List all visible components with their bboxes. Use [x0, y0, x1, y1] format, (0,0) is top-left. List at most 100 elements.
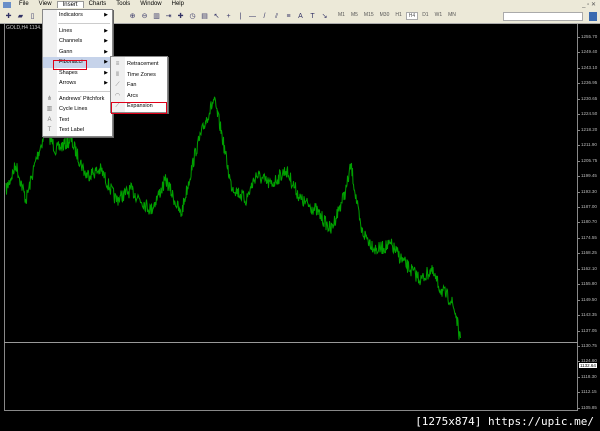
- price-label: 1224.50: [577, 111, 598, 117]
- price-label: 1112.15: [578, 389, 597, 395]
- templates-icon[interactable]: ▤: [201, 12, 208, 20]
- zoom-out-icon[interactable]: ⊖: [141, 12, 148, 20]
- menu-item-label: Shapes: [59, 69, 78, 76]
- profiles-icon[interactable]: ▯: [30, 12, 35, 20]
- periods-icon[interactable]: ◷: [189, 12, 196, 20]
- help-icon[interactable]: [589, 12, 597, 21]
- price-label: 1230.65: [577, 95, 598, 101]
- price-label: 1168.25: [578, 250, 597, 256]
- menu-help[interactable]: Help: [171, 1, 184, 7]
- menu-item-expansion[interactable]: ⟋ Expansion: [111, 101, 167, 112]
- timeframe-h4[interactable]: H4: [405, 12, 419, 20]
- timeframe-h1[interactable]: H1: [395, 12, 402, 18]
- menu-item-andrews-pitchfork[interactable]: ⋔ Andrews' Pitchfork: [43, 94, 112, 105]
- horizontal-line-icon[interactable]: —: [249, 12, 256, 20]
- price-label: 1118.30: [578, 373, 597, 379]
- menu-tools[interactable]: Tools: [116, 1, 131, 7]
- arrows-icon[interactable]: ↘: [321, 12, 328, 20]
- timeframe-w1[interactable]: W1: [434, 12, 443, 18]
- menu-insert[interactable]: Insert: [56, 1, 84, 8]
- blank-icon: [46, 12, 53, 19]
- menu-item-indicators[interactable]: Indicators ▶: [43, 10, 112, 21]
- blank-icon: [46, 80, 53, 87]
- zoom-in-icon[interactable]: ⊕: [129, 12, 136, 20]
- menu-item-label: Lines: [59, 27, 73, 34]
- submenu-arrow-icon: ▶: [104, 80, 108, 86]
- cursor-icon[interactable]: ↖: [213, 12, 220, 20]
- menu-item-lines[interactable]: Lines ▶: [43, 26, 112, 37]
- price-label: 1174.55: [578, 234, 597, 240]
- pitchfork-icon: ⋔: [46, 95, 53, 102]
- timeframe-d1[interactable]: D1: [422, 12, 429, 18]
- price-label: 1205.75: [577, 157, 598, 163]
- search-input[interactable]: [503, 12, 583, 21]
- menu-item-arcs[interactable]: ◠ Arcs: [111, 91, 167, 102]
- chart-symbol-label: GOLD,H4 1134...: [6, 25, 45, 31]
- timeframe-m5[interactable]: M5: [350, 12, 358, 18]
- app-icon: [3, 1, 11, 8]
- menu-item-arrows[interactable]: Arrows ▶: [43, 78, 112, 89]
- menu-item-retracement[interactable]: ≡ Retracement: [111, 59, 167, 70]
- new-chart-icon[interactable]: ✚: [5, 12, 12, 20]
- fib-timezones-icon: ⦀: [116, 71, 119, 78]
- menu-item-text-label[interactable]: T Text Label: [43, 125, 112, 136]
- menu-item-text[interactable]: A Text: [43, 115, 112, 126]
- timeframe-m15[interactable]: M15: [363, 12, 374, 18]
- trendline-icon[interactable]: /: [263, 12, 266, 20]
- blank-icon: [46, 59, 53, 66]
- price-label: 1187.00: [578, 203, 597, 209]
- price-label: 1255.70: [577, 34, 598, 39]
- fib-expansion-icon: ⟋: [115, 103, 120, 109]
- menu-item-shapes[interactable]: Shapes ▶: [43, 68, 112, 79]
- price-label: 1105.85: [578, 404, 597, 410]
- price-chart[interactable]: [4, 24, 578, 411]
- text-icon: A: [47, 116, 52, 123]
- timeframe-m1[interactable]: M1: [338, 12, 345, 18]
- menu-bar: File View Insert Charts Tools Window Help _ ▫ …: [0, 0, 600, 9]
- indicators-icon[interactable]: ✚: [177, 12, 184, 20]
- price-label: 1149.50: [578, 296, 597, 302]
- tile-icon[interactable]: ▥: [153, 12, 160, 20]
- window-controls[interactable]: _ ▫ ✕: [582, 2, 596, 8]
- fib-retracement-icon: ≡: [115, 61, 120, 67]
- menu-view[interactable]: View: [38, 1, 52, 7]
- menu-window[interactable]: Window: [140, 1, 162, 7]
- menu-item-time-zones[interactable]: ⦀ Time Zones: [111, 70, 167, 81]
- blank-icon: [46, 49, 53, 56]
- price-scale[interactable]: 1132.64 1255.70 1249.40 1243.10 1236.95 1230…: [577, 24, 600, 414]
- menu-item-label: Retracement: [127, 61, 159, 67]
- toolbar: ✚ ▰ ▯ ⊕ ⊖ ▥ ⇥ ✚ ◷ ▤ ↖ + | — / ⫽ ≡ A T ↘ …: [0, 9, 600, 24]
- menu-item-fan[interactable]: ⟋ Fan: [111, 80, 167, 91]
- price-label: 1162.10: [578, 265, 597, 271]
- crosshair-icon[interactable]: +: [226, 12, 231, 20]
- fib-arcs-icon: ◠: [114, 92, 121, 99]
- menu-item-cycle-lines[interactable]: ▥ Cycle Lines: [43, 104, 112, 115]
- menu-item-gann[interactable]: Gann ▶: [43, 47, 112, 58]
- blank-icon: [46, 28, 53, 35]
- channel-icon[interactable]: ⫽: [274, 12, 279, 20]
- price-label: 1137.05: [578, 327, 597, 333]
- open-folder-icon[interactable]: ▰: [17, 12, 24, 20]
- current-price-label: 1132.64: [579, 363, 597, 368]
- timeframe-m30[interactable]: M30: [379, 12, 390, 18]
- menu-item-channels[interactable]: Channels ▶: [43, 36, 112, 47]
- cycle-lines-icon: ▥: [46, 106, 53, 112]
- menu-charts[interactable]: Charts: [88, 1, 107, 7]
- menu-item-label: Text: [59, 116, 70, 123]
- price-label: 1211.90: [578, 142, 597, 148]
- price-label: 1249.40: [577, 49, 598, 55]
- text-icon[interactable]: A: [298, 12, 303, 20]
- fibonacci-icon[interactable]: ≡: [286, 12, 291, 20]
- autoscroll-icon[interactable]: ⇥: [165, 12, 172, 20]
- price-label: 1155.80: [578, 281, 597, 287]
- submenu-arrow-icon: ▶: [104, 59, 108, 65]
- price-label: 1236.95: [577, 80, 598, 86]
- menu-item-label: Cycle Lines: [59, 106, 88, 112]
- text-label-icon[interactable]: T: [310, 12, 315, 20]
- timeframe-mn[interactable]: MN: [448, 12, 456, 18]
- price-line: [5, 96, 461, 340]
- menu-item-fibonacci[interactable]: Fibonacci ▶: [43, 57, 112, 68]
- menu-item-label: Andrews' Pitchfork: [59, 95, 105, 102]
- menu-file[interactable]: File: [19, 1, 29, 7]
- vertical-line-icon[interactable]: |: [239, 12, 242, 20]
